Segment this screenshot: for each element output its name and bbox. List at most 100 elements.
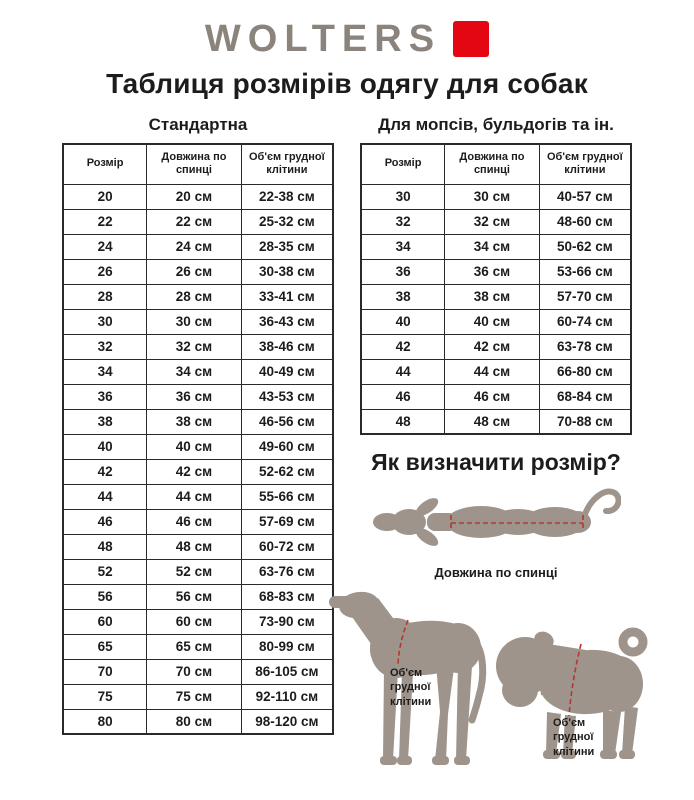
back-length-cell: 30 см — [444, 183, 540, 210]
chest-cell: 40-57 см — [538, 183, 632, 210]
back-length-cell: 34 см — [146, 358, 242, 385]
table-row: 30 30 см 40-57 см — [360, 183, 632, 210]
back-length-cell: 52 см — [146, 558, 242, 585]
chest-cell: 80-99 см — [240, 633, 334, 660]
size-cell: 44 — [360, 358, 446, 385]
chest-cell: 53-66 см — [538, 258, 632, 285]
back-length-cell: 56 см — [146, 583, 242, 610]
chest-cell: 25-32 см — [240, 208, 334, 235]
table-row: 28 28 см 33-41 см — [62, 283, 334, 310]
size-cell: 36 — [360, 258, 446, 285]
size-cell: 42 — [62, 458, 148, 485]
pugs-table-title: Для мопсів, бульдогів та ін. — [378, 115, 614, 134]
size-cell: 32 — [360, 208, 446, 235]
size-cell: 32 — [62, 333, 148, 360]
bulldog-illustration: Об'єм грудної клітини — [491, 610, 663, 775]
size-cell: 80 — [62, 708, 148, 735]
size-column-header: Розмір — [360, 143, 446, 185]
back-length-cell: 22 см — [146, 208, 242, 235]
chest-cell: 68-83 см — [240, 583, 334, 610]
chest-column-header: Об'єм грудної клітини — [240, 143, 334, 185]
table-row: 34 34 см 40-49 см — [62, 358, 334, 385]
table-row: 48 48 см 60-72 см — [62, 533, 334, 560]
chest-cell: 92-110 см — [240, 683, 334, 710]
back-length-cell: 38 см — [146, 408, 242, 435]
back-length-cell: 36 см — [146, 383, 242, 410]
table-row: 46 46 см 57-69 см — [62, 508, 334, 535]
chest-cell: 40-49 см — [240, 358, 334, 385]
back-length-cell: 26 см — [146, 258, 242, 285]
table-row: 44 44 см 55-66 см — [62, 483, 334, 510]
back-length-cell: 28 см — [146, 283, 242, 310]
table-row: 65 65 см 80-99 см — [62, 633, 334, 660]
size-cell: 24 — [62, 233, 148, 260]
chest-cell: 28-35 см — [240, 233, 334, 260]
size-cell: 20 — [62, 183, 148, 210]
chest-cell: 48-60 см — [538, 208, 632, 235]
table-row: 46 46 см 68-84 см — [360, 383, 632, 410]
size-cell: 38 — [360, 283, 446, 310]
table-row: 42 42 см 63-78 см — [360, 333, 632, 360]
table-row: 80 80 см 98-120 см — [62, 708, 334, 735]
size-cell: 52 — [62, 558, 148, 585]
back-length-cell: 42 см — [146, 458, 242, 485]
size-cell: 26 — [62, 258, 148, 285]
size-cell: 60 — [62, 608, 148, 635]
back-length-cell: 48 см — [444, 408, 540, 435]
back-length-cell: 70 см — [146, 658, 242, 685]
chest-cell: 57-69 см — [240, 508, 334, 535]
chest-measure-line — [568, 643, 582, 717]
chest-cell: 55-66 см — [240, 483, 334, 510]
side-view-dogs: Об'єм грудної клітини — [326, 588, 648, 775]
content: Стандартна Розмір Довжина по спинці Об'є… — [0, 100, 694, 775]
size-cell: 30 — [62, 308, 148, 335]
size-cell: 75 — [62, 683, 148, 710]
size-cell: 38 — [62, 408, 148, 435]
chest-cell: 30-38 см — [240, 258, 334, 285]
back-length-cell: 60 см — [146, 608, 242, 635]
table-row: 24 24 см 28-35 см — [62, 233, 334, 260]
back-length-column-header: Довжина по спинці — [146, 143, 242, 185]
back-length-cell: 46 см — [146, 508, 242, 535]
size-cell: 40 — [360, 308, 446, 335]
size-cell: 36 — [62, 383, 148, 410]
chest-cell: 70-88 см — [538, 408, 632, 435]
size-cell: 65 — [62, 633, 148, 660]
logo-red-square-icon — [453, 21, 490, 57]
wolters-logo: WOLTERS — [0, 18, 694, 60]
chest-cell: 22-38 см — [240, 183, 334, 210]
table-row: 40 40 см 60-74 см — [360, 308, 632, 335]
chest-cell: 49-60 см — [240, 433, 334, 460]
chest-measure-line — [397, 619, 409, 665]
table-row: 36 36 см 53-66 см — [360, 258, 632, 285]
back-length-cell: 65 см — [146, 633, 242, 660]
back-length-cell: 80 см — [146, 708, 242, 735]
back-length-cell: 40 см — [146, 433, 242, 460]
back-length-cell: 32 см — [444, 208, 540, 235]
bulldog-silhouette — [496, 627, 648, 759]
back-length-cell: 42 см — [444, 333, 540, 360]
back-length-cell: 40 см — [444, 308, 540, 335]
chest-cell: 60-72 см — [240, 533, 334, 560]
table-row: 56 56 см 68-83 см — [62, 583, 334, 610]
table-row: 42 42 см 52-62 см — [62, 458, 334, 485]
chest-column-header: Об'єм грудної клітини — [538, 143, 632, 185]
table-row: 32 32 см 38-46 см — [62, 333, 334, 360]
chest-label-left: Об'єм грудної клітини — [390, 667, 432, 708]
back-length-cell: 36 см — [444, 258, 540, 285]
top-view-dog-illustration — [360, 480, 632, 563]
size-cell: 46 — [360, 383, 446, 410]
size-cell: 44 — [62, 483, 148, 510]
back-length-cell: 32 см — [146, 333, 242, 360]
table-row: 52 52 см 63-76 см — [62, 558, 334, 585]
size-cell: 70 — [62, 658, 148, 685]
back-length-cell: 24 см — [146, 233, 242, 260]
chest-cell: 63-78 см — [538, 333, 632, 360]
table-row: 60 60 см 73-90 см — [62, 608, 334, 635]
back-length-measure-line — [450, 515, 584, 531]
standard-table-title: Стандартна — [148, 115, 248, 134]
size-cell: 48 — [360, 408, 446, 435]
back-length-cell: 38 см — [444, 283, 540, 310]
table-row: 75 75 см 92-110 см — [62, 683, 334, 710]
standard-column: Стандартна Розмір Довжина по спинці Об'є… — [62, 100, 334, 775]
